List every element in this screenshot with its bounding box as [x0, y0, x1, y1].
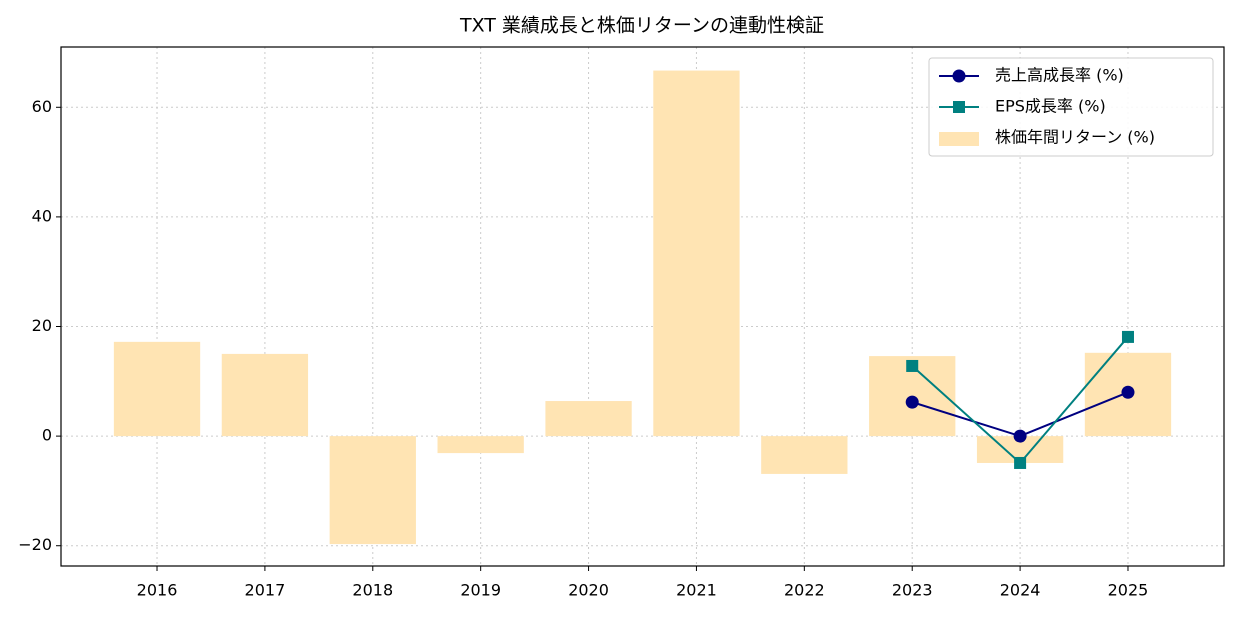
legend-frame [928, 57, 1214, 157]
marker [905, 395, 919, 409]
bar [113, 341, 201, 437]
chart-title: TXT 業績成長と株価リターンの連動性検証 [459, 15, 824, 37]
y-tick-label: 20 [32, 316, 52, 335]
bar [653, 70, 740, 437]
legend-swatch [939, 132, 979, 146]
bar [329, 436, 416, 545]
y-tick-label: 40 [32, 206, 52, 225]
bar [221, 353, 309, 437]
x-tick-label: 2017 [245, 581, 286, 600]
marker [1013, 429, 1027, 443]
legend-marker [953, 101, 965, 113]
x-tick-label: 2023 [892, 581, 933, 600]
y-tick-label: −20 [18, 535, 52, 554]
y-tick-label: 60 [32, 97, 52, 116]
plot-frame [60, 46, 1225, 567]
x-tick-label: 2019 [460, 581, 501, 600]
x-tick-label: 2020 [568, 581, 609, 600]
x-tick-label: 2024 [1000, 581, 1041, 600]
marker [1121, 330, 1134, 343]
bar [761, 436, 848, 474]
x-tick-label: 2025 [1108, 581, 1149, 600]
marker [906, 359, 919, 372]
x-tick-label: 2018 [352, 581, 393, 600]
y-tick-label: 0 [42, 426, 52, 445]
x-tick-label: 2021 [676, 581, 717, 600]
marker [1014, 456, 1027, 469]
marker [1121, 385, 1135, 399]
legend-marker [952, 69, 966, 83]
legend-label: EPS成長率 (%) [995, 97, 1106, 116]
legend-label: 株価年間リターン (%) [995, 128, 1155, 147]
x-tick-label: 2016 [137, 581, 178, 600]
legend-label: 売上高成長率 (%) [995, 66, 1124, 85]
legend: 売上高成長率 (%) EPS成長率 (%) 株価年間リターン (%) [928, 57, 1214, 157]
x-tick-label: 2022 [784, 581, 825, 600]
bar [437, 436, 524, 454]
bar [545, 401, 632, 437]
